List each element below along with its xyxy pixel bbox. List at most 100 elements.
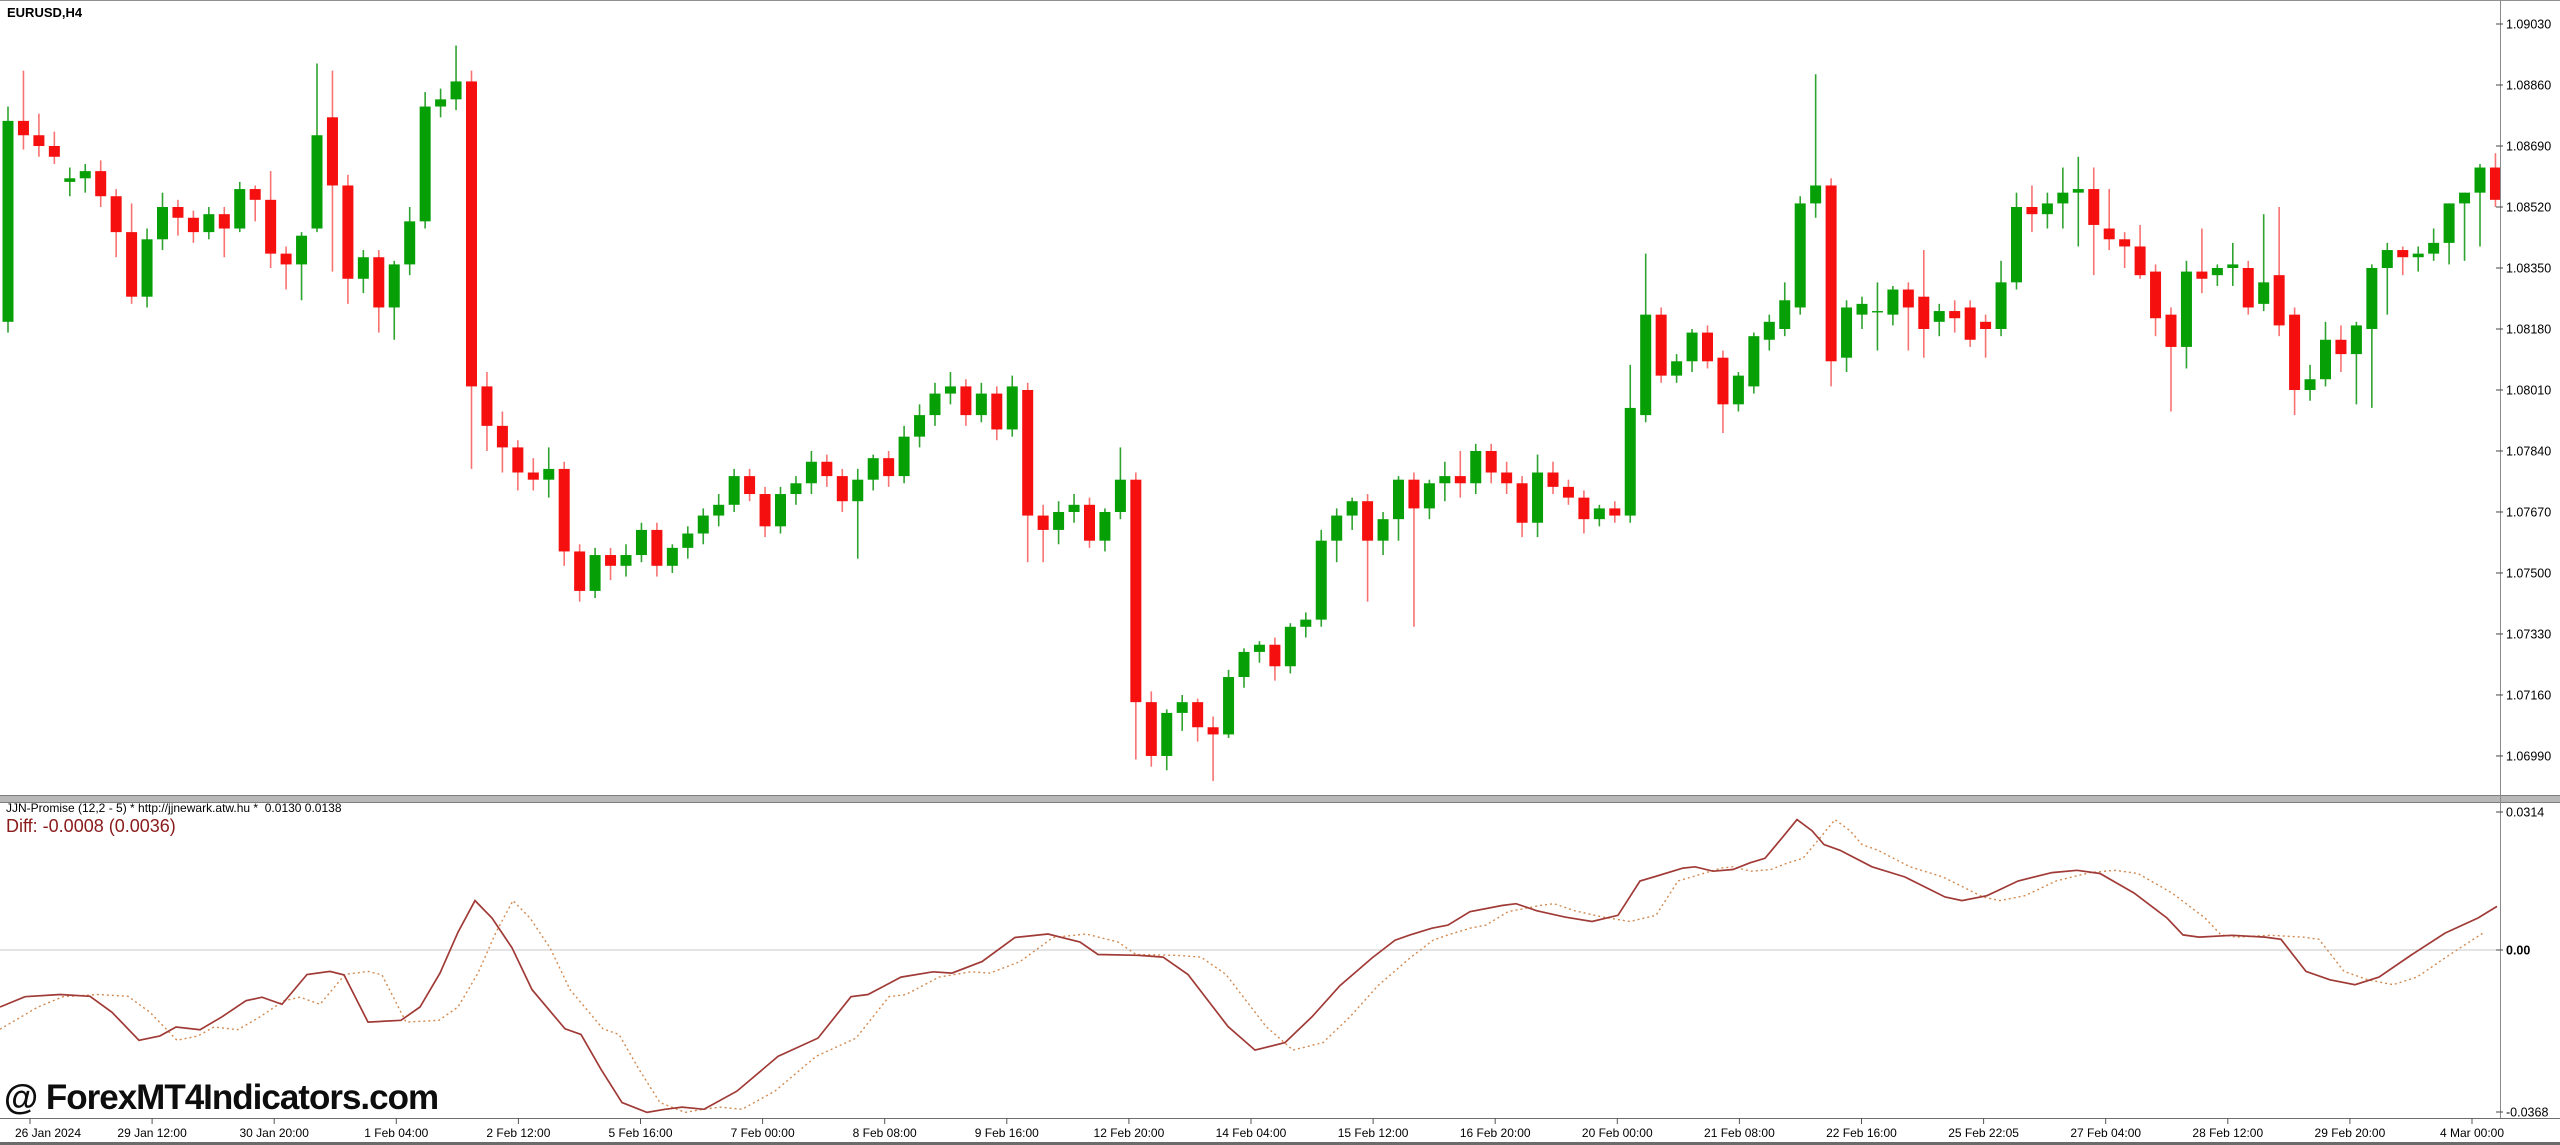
indicator-header-label: JJN-Promise (12,2 - 5) * http://jjnewark…: [6, 801, 342, 815]
price-axis-label: 1.07330: [2506, 627, 2551, 641]
candle-body: [1053, 511, 1065, 530]
candle-body: [589, 555, 601, 591]
candle-body: [1099, 511, 1111, 541]
candle-body: [1856, 303, 1868, 315]
candle-body: [203, 214, 215, 233]
candle-body: [2119, 239, 2131, 247]
time-axis-label: 12 Feb 20:00: [1094, 1126, 1165, 1140]
candle-body: [187, 217, 199, 233]
candle-body: [1640, 314, 1652, 416]
time-axis-label: 4 Mar 00:00: [2440, 1126, 2504, 1140]
candle-body: [1207, 727, 1219, 735]
candle-body: [1145, 702, 1157, 756]
candle-body: [975, 393, 987, 416]
candle-body: [1995, 282, 2007, 329]
candle-body: [620, 555, 632, 566]
candle-body: [64, 178, 76, 182]
candlestick-series[interactable]: [2, 45, 2501, 782]
candle-body: [1702, 332, 1713, 362]
candle-body: [1269, 644, 1281, 667]
candle-body: [2041, 203, 2053, 215]
candle-body: [2443, 203, 2455, 243]
candle-body: [2026, 207, 2038, 215]
candle-body: [1980, 321, 1992, 329]
candle-body: [2057, 192, 2069, 204]
candle-body: [1346, 501, 1358, 516]
candle-body: [1192, 702, 1204, 728]
time-axis-label: 20 Feb 00:00: [1582, 1126, 1653, 1140]
candle-body: [1315, 540, 1327, 620]
time-axis-label: 28 Feb 12:00: [2192, 1126, 2263, 1140]
candle-body: [450, 81, 462, 100]
candle-body: [311, 135, 323, 229]
candle-body: [1763, 321, 1775, 340]
candle-body: [435, 99, 447, 107]
candle-body: [1732, 375, 1744, 405]
candle-body: [1037, 515, 1049, 530]
candle-body: [1516, 483, 1528, 523]
candle-body: [2335, 339, 2347, 355]
price-axis-label: 1.06990: [2506, 749, 2551, 763]
candle-body: [2088, 189, 2100, 225]
candle-body: [1810, 185, 1822, 204]
indicator-axis-label: -0.0368: [2506, 1106, 2548, 1120]
candle-body: [1748, 336, 1760, 387]
candle-body: [2165, 314, 2177, 347]
candle-body: [790, 483, 802, 495]
indicator-diff-value: Diff: -0.0008 (0.0036): [6, 816, 176, 836]
candle-body: [1068, 504, 1080, 512]
candle-body: [805, 461, 817, 484]
candle-body: [697, 515, 709, 534]
candle-body: [17, 120, 29, 136]
price-axis-label: 1.08350: [2506, 261, 2551, 275]
candle-body: [1238, 651, 1250, 678]
price-axis-label: 1.07670: [2506, 505, 2551, 519]
candle-body: [342, 185, 354, 279]
candle-body: [836, 476, 848, 502]
candle-body: [1331, 515, 1343, 541]
price-axis-label: 1.07500: [2506, 566, 2551, 580]
price-axis-label: 1.08690: [2506, 140, 2551, 154]
candle-body: [79, 171, 91, 179]
candle-body: [1006, 386, 1018, 430]
time-axis-label: 30 Jan 20:00: [239, 1126, 309, 1140]
candle-body: [1949, 311, 1961, 319]
time-axis[interactable]: 26 Jan 2024 29 Jan 12:00 30 Jan 20:00 1 Feb…: [15, 1118, 2504, 1140]
candle-body: [1408, 479, 1420, 509]
candle-body: [2072, 189, 2084, 193]
time-axis-label: 21 Feb 08:00: [1704, 1126, 1775, 1140]
pane-separator[interactable]: [0, 795, 2560, 803]
indicator-axis-label: 0.00: [2506, 944, 2530, 958]
candle-body: [2180, 271, 2192, 347]
candle-body: [1825, 185, 1837, 362]
candle-body: [1223, 677, 1235, 735]
price-axis[interactable]: 1.09030 1.08860 1.08690 1.08520 1.08350 1.081…: [2496, 0, 2551, 1120]
candle-body: [1671, 361, 1683, 376]
candle-body: [373, 257, 385, 308]
candle-body: [1253, 644, 1265, 652]
candle-body: [1841, 307, 1853, 358]
candle-body: [852, 479, 864, 502]
candle-body: [898, 436, 910, 477]
candle-body: [527, 472, 539, 480]
candle-body: [48, 146, 60, 157]
candle-body: [543, 468, 555, 480]
candle-body: [326, 117, 338, 186]
candle-body: [218, 214, 230, 229]
candle-body: [1902, 289, 1914, 308]
candle-body: [2150, 271, 2162, 319]
candle-body: [234, 189, 246, 229]
candle-body: [914, 415, 926, 437]
candle-body: [126, 232, 138, 297]
candle-body: [2011, 207, 2022, 283]
candle-body: [574, 551, 586, 591]
candle-body: [1022, 389, 1034, 516]
time-axis-label: 25 Feb 22:05: [1948, 1126, 2019, 1140]
candle-body: [1655, 314, 1667, 376]
time-axis-label: 27 Feb 04:00: [2070, 1126, 2141, 1140]
candle-body: [944, 386, 956, 394]
candle-body: [2474, 167, 2486, 193]
time-axis-label: 29 Feb 20:00: [2315, 1126, 2386, 1140]
